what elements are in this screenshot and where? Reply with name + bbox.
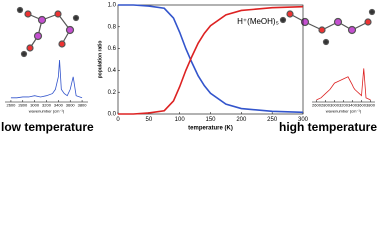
x-tick-label: 3400 <box>348 103 358 108</box>
data-line <box>10 59 83 99</box>
caption: low temperature <box>1 120 94 134</box>
x-tick-label: 3800 <box>366 103 376 108</box>
molecule-high <box>279 8 376 46</box>
y-tick-label: 0.8 <box>108 24 117 30</box>
figure: 0 50 100 150 200 250 300 temperature (K) 0.0 0.2 0… <box>1 3 377 135</box>
data-line <box>316 68 371 101</box>
x-tick-label: 3800 <box>78 103 88 108</box>
x-tick-label: 3400 <box>54 103 64 108</box>
x-axis-label: temperature (K) <box>188 125 233 131</box>
caption: high temperature <box>279 120 377 134</box>
x-tick-label: 3000 <box>330 103 340 108</box>
x-tick-label: 250 <box>267 117 278 123</box>
y-tick-label: 1.0 <box>108 3 117 9</box>
x-tick-label: 150 <box>205 117 216 123</box>
y-tick-label: 0.4 <box>108 68 117 74</box>
data-line <box>118 5 304 115</box>
x-tick-label: 2600 <box>312 103 322 108</box>
x-tick-label: 2600 <box>6 103 16 108</box>
x-tick-label: 50 <box>145 117 152 123</box>
molecule-low <box>16 6 80 58</box>
x-tick-label: 3600 <box>66 103 76 108</box>
x-tick-label: 200 <box>236 117 247 123</box>
x-tick-label: 3200 <box>42 103 52 108</box>
y-tick-label: 0.0 <box>108 112 117 118</box>
x-tick-label: 2800 <box>18 103 28 108</box>
x-tick-label: 100 <box>175 117 186 123</box>
x-tick-label: 3200 <box>339 103 349 108</box>
y-axis-label: population ratio <box>97 41 103 79</box>
annotation: H⁺(MeOH)₅ <box>237 17 279 26</box>
x-tick-label: 300 <box>298 117 309 123</box>
plot-frame <box>117 4 304 115</box>
data-line <box>118 4 304 114</box>
y-tick-label: 0.6 <box>108 46 117 52</box>
x-axis-label: wavenumber (cm⁻¹) <box>326 108 362 113</box>
x-tick-label: 3600 <box>357 103 367 108</box>
x-tick-label: 2800 <box>321 103 331 108</box>
x-tick-label: 0 <box>116 117 120 123</box>
x-tick-label: 3000 <box>30 103 40 108</box>
x-axis-label: wavenumber (cm⁻¹) <box>29 108 65 113</box>
y-tick-label: 0.2 <box>108 90 117 96</box>
